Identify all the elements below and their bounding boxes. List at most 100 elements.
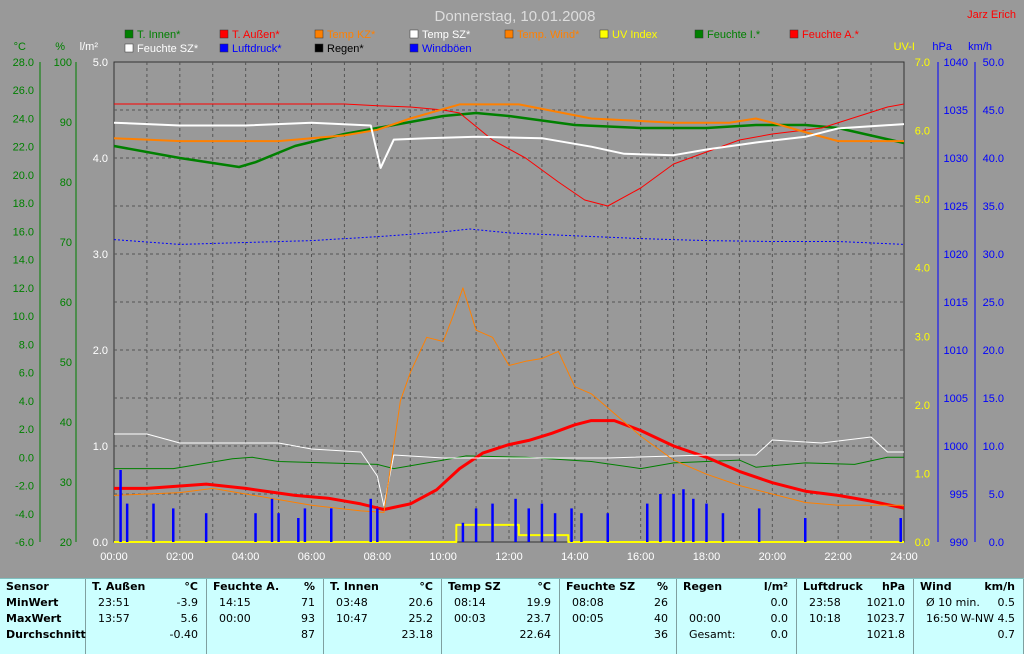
stats-time: 08:14 — [454, 596, 486, 609]
stats-column-name: T. Innen — [330, 580, 379, 593]
stats-avg-label: Durchschnitt — [6, 628, 86, 641]
stats-column: T. Außen °C 23:51 -3.9 13:57 5.6 -0.40 — [86, 579, 207, 654]
time-tick-label: 18:00 — [693, 551, 721, 563]
wind-tick-label: 20.0 — [983, 345, 1004, 357]
hum-axis-unit: % — [55, 41, 65, 53]
legend-swatch — [219, 29, 229, 39]
stats-column: Luftdruck hPa 23:58 1021.0 10:18 1023.7 1021.8 — [797, 579, 914, 654]
legend-swatch — [314, 29, 324, 39]
credit-text: Jarz Erich — [967, 9, 1016, 21]
temp-tick-label: 28.0 — [13, 57, 34, 69]
pressure-tick-label: 1000 — [944, 441, 968, 453]
temp-tick-label: 8.0 — [19, 339, 34, 351]
hum-tick-label: 100 — [54, 57, 72, 69]
stats-value: 0.0 — [770, 628, 789, 641]
pressure-tick-label: 1025 — [944, 201, 968, 213]
legend-swatch — [124, 43, 134, 53]
series-temp-wind — [113, 287, 904, 513]
series-feuchte-a — [114, 103, 905, 207]
stats-time: 13:57 — [98, 612, 130, 625]
series-uv-index — [114, 523, 904, 543]
stats-value: 36 — [654, 628, 668, 641]
legend-label: Regen* — [327, 43, 364, 55]
axes: °C 28.0 26.0 24.0 22.0 20.0 18.0 16.0 14.0 12.0 10… — [13, 41, 1004, 563]
temp-tick-label: 4.0 — [19, 396, 34, 408]
temp-tick-label: -6.0 — [15, 537, 34, 549]
stats-time: Ø 10 min. — [926, 596, 980, 609]
stats-value: 0.0 — [770, 596, 789, 609]
stats-time: 23:58 — [809, 596, 841, 609]
temp-axis-unit: °C — [14, 41, 26, 53]
stats-value: 40 — [654, 612, 668, 625]
wind-tick-label: 30.0 — [983, 249, 1004, 261]
stats-column-name: Feuchte A. — [213, 580, 280, 593]
uv-tick-label: 0.0 — [915, 537, 930, 549]
legend: T. Innen* T. Außen* Temp KZ* Temp SZ* Temp. … — [124, 29, 860, 55]
stats-value: 1021.0 — [866, 596, 906, 609]
stats-value: -3.9 — [176, 596, 198, 609]
rain-tick-label: 4.0 — [93, 153, 108, 165]
legend-swatch — [314, 43, 324, 53]
stats-column: Regen l/m² 0.0 00:00 0.0 Gesamt: 0.0 — [677, 579, 797, 654]
series-t-au-en — [114, 419, 905, 511]
stats-value: 87 — [301, 628, 315, 641]
pressure-tick-label: 995 — [950, 489, 968, 501]
uv-tick-label: 6.0 — [915, 126, 930, 138]
temp-tick-label: 0.0 — [19, 452, 34, 464]
temp-tick-label: 18.0 — [13, 198, 34, 210]
stats-value: 71 — [301, 596, 315, 609]
stats-time: 00:00 — [219, 612, 251, 625]
stats-value: 0.7 — [997, 628, 1016, 641]
stats-value: 19.9 — [526, 596, 552, 609]
legend-label: Temp SZ* — [422, 29, 471, 41]
legend-label: Windböen — [422, 43, 472, 55]
stats-value: W-NW 4.5 — [960, 612, 1016, 625]
stats-time: 00:00 — [689, 612, 721, 625]
pressure-tick-label: 1035 — [944, 105, 968, 117]
pressure-tick-label: 1040 — [944, 57, 968, 69]
temp-tick-label: 12.0 — [13, 283, 34, 295]
stats-column: Feuchte A.% 14:15 71 00:00 93 87 — [207, 579, 324, 654]
stats-column-name: Regen — [683, 580, 723, 593]
legend-swatch — [409, 29, 419, 39]
uv-tick-label: 4.0 — [915, 263, 930, 275]
wind-axis-unit: km/h — [968, 41, 992, 53]
stats-value: 20.6 — [408, 596, 434, 609]
temp-tick-label: -4.0 — [15, 509, 34, 521]
uv-tick-label: 7.0 — [915, 57, 930, 69]
stats-table: Sensor MinWert MaxWert Durchschnitt T. A… — [0, 578, 1024, 654]
legend-label: Feuchte I.* — [707, 29, 761, 41]
series-group — [113, 103, 905, 543]
stats-label-column: Sensor MinWert MaxWert Durchschnitt — [0, 579, 86, 654]
stats-value: 23.7 — [526, 612, 552, 625]
rain-tick-label: 1.0 — [93, 441, 108, 453]
temp-tick-label: 14.0 — [13, 255, 34, 267]
series-t-innen — [114, 455, 904, 470]
stats-value: 1021.8 — [866, 628, 906, 641]
stats-max-label: MaxWert — [6, 612, 62, 625]
uv-axis-unit: UV-I — [894, 41, 915, 53]
chart-area: Donnerstag, 10.01.2008 Jarz Erich T. Inn… — [0, 0, 1024, 578]
wind-tick-label: 5.0 — [989, 489, 1004, 501]
pressure-tick-label: 990 — [950, 537, 968, 549]
temp-tick-label: 2.0 — [19, 424, 34, 436]
legend-swatch — [409, 43, 419, 53]
stats-time: 10:47 — [336, 612, 368, 625]
pressure-axis-unit: hPa — [932, 41, 952, 53]
hum-tick-label: 40 — [60, 417, 72, 429]
time-tick-label: 24:00 — [890, 551, 918, 563]
stats-value: 0.0 — [770, 612, 789, 625]
time-tick-label: 04:00 — [232, 551, 260, 563]
hum-tick-label: 50 — [60, 357, 72, 369]
hum-tick-label: 60 — [60, 297, 72, 309]
stats-time: Gesamt: — [689, 628, 736, 641]
time-tick-label: 12:00 — [495, 551, 523, 563]
series-temp-sz — [113, 121, 905, 169]
stats-column-unit: °C — [184, 580, 198, 593]
wind-tick-label: 10.0 — [983, 441, 1004, 453]
temp-tick-label: 24.0 — [13, 113, 34, 125]
rain-tick-label: 0.0 — [93, 537, 108, 549]
hum-tick-label: 70 — [60, 237, 72, 249]
legend-swatch — [599, 29, 609, 39]
legend-label: Feuchte SZ* — [137, 43, 199, 55]
